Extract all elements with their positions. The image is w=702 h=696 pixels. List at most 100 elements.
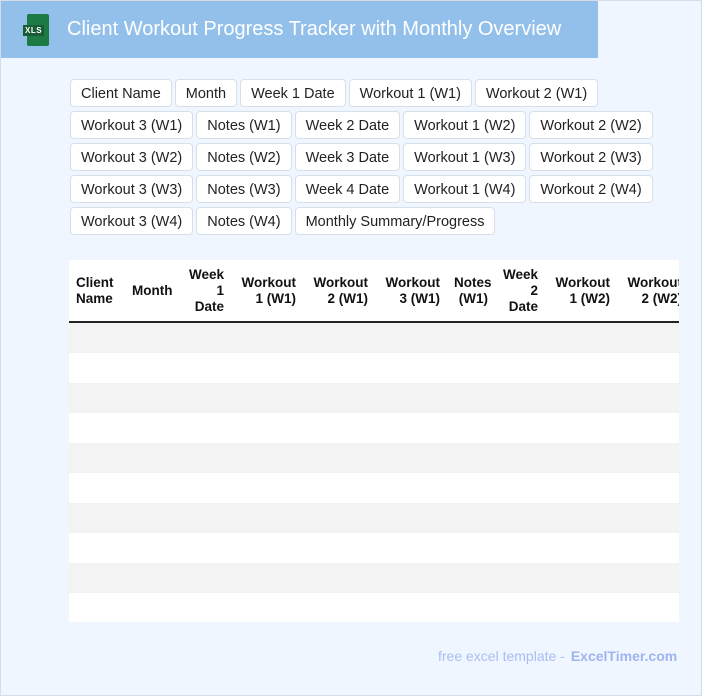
column-chip[interactable]: Workout 3 (W2): [70, 143, 194, 171]
table-cell[interactable]: [545, 533, 617, 563]
table-cell[interactable]: [303, 533, 375, 563]
table-cell[interactable]: [69, 533, 125, 563]
column-chip[interactable]: Notes (W3): [196, 175, 292, 203]
table-cell[interactable]: [125, 473, 181, 503]
table-cell[interactable]: [303, 322, 375, 353]
table-cell[interactable]: [181, 383, 231, 413]
table-cell[interactable]: [69, 413, 125, 443]
column-chip[interactable]: Month: [174, 79, 238, 107]
table-cell[interactable]: [231, 443, 303, 473]
table-cell[interactable]: [447, 593, 495, 622]
table-cell[interactable]: [375, 563, 447, 593]
table-cell[interactable]: [495, 503, 545, 533]
table-cell[interactable]: [617, 473, 679, 503]
table-cell[interactable]: [125, 443, 181, 473]
column-chip[interactable]: Week 3 Date: [294, 143, 401, 171]
table-cell[interactable]: [125, 503, 181, 533]
table-cell[interactable]: [303, 383, 375, 413]
table-cell[interactable]: [231, 413, 303, 443]
table-cell[interactable]: [69, 322, 125, 353]
table-cell[interactable]: [231, 593, 303, 622]
table-cell[interactable]: [545, 413, 617, 443]
table-cell[interactable]: [231, 322, 303, 353]
table-cell[interactable]: [545, 322, 617, 353]
table-cell[interactable]: [495, 353, 545, 383]
column-chip[interactable]: Week 1 Date: [240, 79, 346, 107]
table-cell[interactable]: [545, 353, 617, 383]
column-chip[interactable]: Monthly Summary/Progress: [294, 207, 496, 235]
column-chip[interactable]: Workout 2 (W1): [474, 79, 599, 107]
column-chip[interactable]: Workout 1 (W2): [403, 111, 527, 139]
column-chip[interactable]: Client Name: [70, 79, 172, 107]
table-cell[interactable]: [495, 443, 545, 473]
table-cell[interactable]: [181, 503, 231, 533]
table-cell[interactable]: [231, 473, 303, 503]
column-chip[interactable]: Workout 2 (W4): [529, 175, 653, 203]
table-cell[interactable]: [231, 503, 303, 533]
table-cell[interactable]: [181, 533, 231, 563]
table-cell[interactable]: [125, 353, 181, 383]
table-cell[interactable]: [303, 563, 375, 593]
table-cell[interactable]: [231, 383, 303, 413]
table-cell[interactable]: [125, 383, 181, 413]
table-cell[interactable]: [375, 503, 447, 533]
column-chip[interactable]: Notes (W1): [196, 111, 292, 139]
table-cell[interactable]: [447, 533, 495, 563]
table-cell[interactable]: [447, 563, 495, 593]
table-cell[interactable]: [303, 503, 375, 533]
table-cell[interactable]: [447, 503, 495, 533]
table-cell[interactable]: [617, 533, 679, 563]
table-cell[interactable]: [495, 413, 545, 443]
table-cell[interactable]: [125, 322, 181, 353]
column-chip[interactable]: Workout 2 (W3): [529, 143, 653, 171]
table-cell[interactable]: [617, 593, 679, 622]
column-chip[interactable]: Workout 3 (W4): [70, 207, 194, 235]
table-cell[interactable]: [231, 563, 303, 593]
column-chip[interactable]: Workout 1 (W3): [403, 143, 527, 171]
footer-brand-link[interactable]: ExcelTimer.com: [570, 648, 678, 664]
table-cell[interactable]: [617, 443, 679, 473]
table-cell[interactable]: [545, 563, 617, 593]
table-cell[interactable]: [125, 593, 181, 622]
table-cell[interactable]: [375, 533, 447, 563]
table-cell[interactable]: [617, 353, 679, 383]
table-cell[interactable]: [545, 383, 617, 413]
table-cell[interactable]: [545, 503, 617, 533]
table-cell[interactable]: [181, 353, 231, 383]
table-cell[interactable]: [303, 413, 375, 443]
table-cell[interactable]: [303, 443, 375, 473]
table-cell[interactable]: [125, 533, 181, 563]
column-chip[interactable]: Workout 2 (W2): [529, 111, 653, 139]
table-cell[interactable]: [617, 322, 679, 353]
table-cell[interactable]: [181, 563, 231, 593]
table-cell[interactable]: [375, 593, 447, 622]
table-cell[interactable]: [545, 443, 617, 473]
table-cell[interactable]: [617, 413, 679, 443]
table-cell[interactable]: [495, 563, 545, 593]
column-chip[interactable]: Notes (W4): [196, 207, 292, 235]
table-cell[interactable]: [181, 593, 231, 622]
column-chip[interactable]: Workout 3 (W1): [70, 111, 194, 139]
table-cell[interactable]: [495, 593, 545, 622]
column-chip[interactable]: Workout 1 (W1): [348, 79, 472, 107]
table-cell[interactable]: [125, 563, 181, 593]
table-cell[interactable]: [69, 563, 125, 593]
table-cell[interactable]: [303, 353, 375, 383]
table-cell[interactable]: [545, 473, 617, 503]
column-chip[interactable]: Workout 1 (W4): [403, 175, 527, 203]
table-cell[interactable]: [495, 533, 545, 563]
table-cell[interactable]: [125, 413, 181, 443]
table-cell[interactable]: [181, 322, 231, 353]
table-cell[interactable]: [303, 473, 375, 503]
table-cell[interactable]: [231, 533, 303, 563]
table-cell[interactable]: [617, 563, 679, 593]
table-cell[interactable]: [495, 473, 545, 503]
table-cell[interactable]: [447, 353, 495, 383]
table-cell[interactable]: [181, 443, 231, 473]
table-cell[interactable]: [375, 383, 447, 413]
column-chip[interactable]: Week 4 Date: [294, 175, 401, 203]
table-cell[interactable]: [181, 413, 231, 443]
table-cell[interactable]: [447, 473, 495, 503]
table-cell[interactable]: [617, 503, 679, 533]
table-cell[interactable]: [181, 473, 231, 503]
